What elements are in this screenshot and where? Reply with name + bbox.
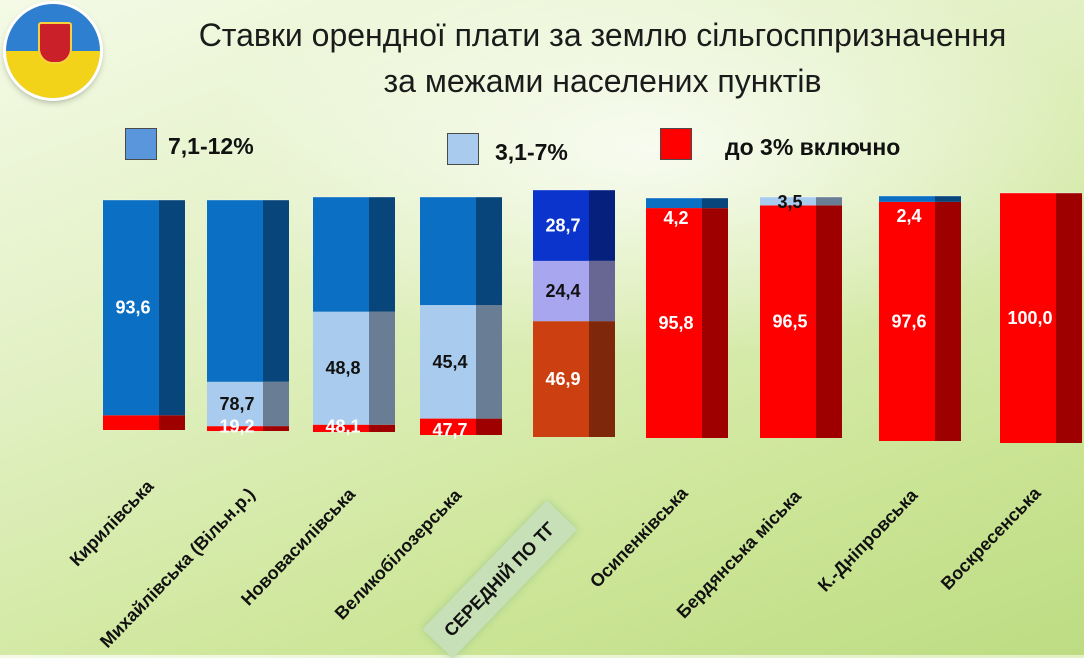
legend-swatch-low (660, 128, 692, 160)
bar-segment-side (159, 415, 185, 430)
bar-value-label: 4,2 (663, 208, 688, 228)
bar-segment-side (816, 197, 842, 206)
legend-swatch-high (125, 128, 157, 160)
bar-segment (207, 381, 263, 427)
legend-label-high: 7,1-12% (168, 133, 254, 159)
bar-segment (879, 196, 935, 202)
bar-value-label: 48,8 (325, 358, 360, 378)
title-line-2: за межами населених пунктів (383, 63, 822, 99)
bar-segment-side (1056, 193, 1082, 443)
bar-value-label: 100,0 (1007, 308, 1052, 328)
bar-segment-side (702, 208, 728, 438)
bar-value-label: 93,6 (115, 298, 150, 318)
bar-segment-side (476, 197, 502, 306)
bar-segment-side (589, 321, 615, 437)
legend-label-low: до 3% включно (725, 134, 901, 160)
bar-segment (313, 311, 369, 425)
bar-value-label: 28,7 (545, 215, 580, 235)
bar-value-label: 78,7 (219, 394, 254, 414)
bar-segment (420, 305, 476, 419)
bar-segment (760, 197, 816, 206)
coat-of-arms-icon (38, 22, 72, 64)
bar-segment-side (263, 426, 289, 431)
bar-segment (879, 201, 935, 441)
legend-swatch-mid (447, 133, 479, 165)
bar-value-label: 46,9 (545, 369, 580, 389)
bar-value-label: 45,4 (432, 352, 467, 372)
bar-value-label: 3,5 (777, 192, 802, 212)
bar-segment-side (589, 190, 615, 261)
chart-title: Ставки орендної плати за землю сільгоспп… (110, 12, 1084, 104)
bar-segment (103, 415, 159, 430)
bar-segment (533, 321, 589, 437)
bar-segment (420, 418, 476, 435)
bar-value-label: 24,4 (545, 281, 580, 301)
bar-segment-side (935, 196, 961, 202)
bar-segment-side (702, 198, 728, 209)
bar-segment (533, 190, 589, 261)
bar-segment-side (935, 201, 961, 441)
bar-segment (646, 208, 702, 438)
bar-segment-side (263, 381, 289, 427)
bar-segment-side (159, 200, 185, 416)
bar-value-label: 95,8 (658, 313, 693, 333)
bar-segment (313, 424, 369, 432)
emblem-logo (6, 4, 100, 98)
bar-segment-side (369, 197, 395, 312)
bar-segment-side (369, 424, 395, 432)
bar-value-label: 96,5 (772, 312, 807, 332)
bar-segment (103, 200, 159, 416)
bar-segment-side (816, 205, 842, 438)
bar-segment (646, 198, 702, 209)
title-line-1: Ставки орендної плати за землю сільгоспп… (198, 17, 1007, 53)
bar-value-label: 47,7 (432, 420, 467, 440)
legend-label-mid: 3,1-7% (495, 139, 568, 165)
bar-segment (313, 197, 369, 312)
bar-value-label: 19,2 (219, 417, 254, 437)
bar-segment-side (476, 418, 502, 435)
bar-segment (207, 200, 263, 382)
bar-segment-side (589, 260, 615, 322)
bar-segment (420, 197, 476, 306)
bar-value-label: 2,4 (896, 206, 921, 226)
bar-segment (760, 205, 816, 438)
bar-segment-side (476, 305, 502, 419)
bar-segment-side (369, 311, 395, 425)
bar-segment (1000, 193, 1056, 443)
bar-value-label: 97,6 (891, 311, 926, 331)
bar-segment (207, 426, 263, 431)
bar-segment (533, 260, 589, 322)
bar-value-label: 48,1 (325, 416, 360, 436)
bar-segment-side (263, 200, 289, 382)
